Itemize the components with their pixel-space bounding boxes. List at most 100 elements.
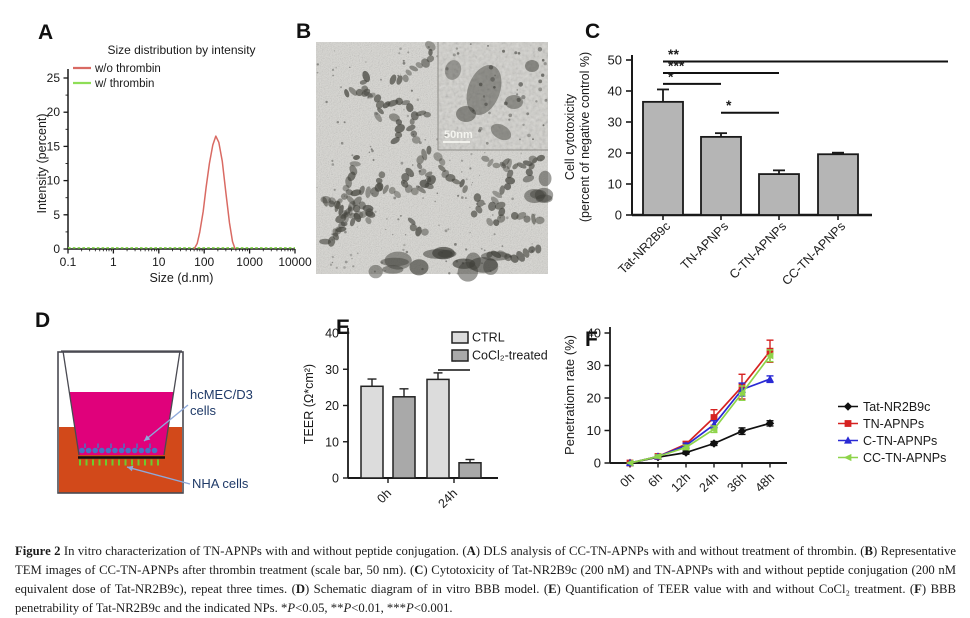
- bar-CoCl₂-treated-0h: [392, 396, 416, 479]
- panel-b-label: B: [296, 20, 312, 43]
- nha-label: NHA cells: [192, 476, 249, 491]
- caption-segment: ) Schematic diagram of in vitro BBB mode…: [304, 582, 549, 597]
- category-label: 6h: [645, 470, 665, 490]
- series-C-TN-APNPs: [626, 374, 774, 467]
- bar-CoCl₂-treated-24h: [458, 462, 482, 479]
- svg-text:10: 10: [608, 177, 622, 192]
- caption-segment: E: [548, 582, 557, 597]
- caption-segment: P: [405, 601, 414, 616]
- category-label: Tat-NR2B9c: [616, 219, 674, 277]
- svg-text:100: 100: [194, 255, 214, 269]
- svg-text:20: 20: [47, 105, 61, 119]
- chart-a-series: [68, 135, 295, 250]
- series-CC-TN-APNPs: [625, 349, 774, 467]
- chart-e-ylabel: TEER (Ω*cm²): [302, 364, 316, 444]
- bar-CTRL-0h: [360, 385, 384, 479]
- chart-f-category-labels: 0h 6h 12h 24h 36h 48h: [617, 470, 777, 495]
- svg-text:25: 25: [47, 71, 61, 85]
- series-Tat-NR2B9c: [625, 419, 775, 468]
- chart-a-ylabel: Intensity (percent): [35, 113, 49, 213]
- svg-text:20: 20: [608, 146, 622, 161]
- annotation-arrows: [126, 404, 191, 485]
- caption-segment: F: [914, 582, 922, 597]
- legend-swatch: [451, 331, 469, 344]
- astrocyte-cell-layer: [79, 459, 159, 466]
- tem-inset: 50nm: [437, 42, 548, 151]
- svg-text:10: 10: [587, 423, 601, 438]
- legend-label: Tat-NR2B9c: [863, 400, 930, 414]
- category-label: 36h: [724, 470, 749, 495]
- legend-label: CC-TN-APNPs: [863, 451, 946, 465]
- legend-label: CTRL: [472, 331, 505, 345]
- panel-f-penetration-chart: 0 10 20 30 40 0h 6h 12h 24h 36h 48h Penetratiom rat…: [562, 326, 946, 495]
- svg-text:30: 30: [587, 358, 601, 373]
- caption-segment: ) BBB penetrability of Tat-NR2B9c and th…: [15, 582, 956, 616]
- svg-text:30: 30: [325, 363, 339, 377]
- caption-segment: D: [295, 582, 305, 597]
- svg-text:0.1: 0.1: [60, 255, 77, 269]
- caption-segment: P: [343, 601, 352, 616]
- chart-c-bars: [642, 88, 859, 216]
- svg-text:1000: 1000: [236, 255, 263, 269]
- chart-f-series: [625, 339, 775, 468]
- category-label: 12h: [668, 470, 693, 495]
- category-label: 24h: [696, 470, 721, 495]
- hcmec-label: hcMEC/D3: [190, 387, 253, 402]
- chart-a-axes: 0 5 10 15 20 25 0.1 1 10 100 1000 10000: [47, 69, 312, 269]
- chart-a-legend: w/o thrombin w/ thrombin: [73, 63, 161, 90]
- bar-CTRL-24h: [426, 378, 450, 479]
- bar-TN-APNPs: [700, 135, 742, 216]
- caption-segment: Figure 2: [15, 544, 61, 558]
- svg-text:40: 40: [608, 84, 622, 99]
- caption-segment: In vitro characterization of TN-APNPs wi…: [60, 544, 467, 558]
- transwell-diagram: [57, 350, 184, 494]
- svg-text:10: 10: [47, 174, 61, 188]
- panel-a-dls-chart: Size distribution by intensity w/o thromb…: [35, 43, 312, 285]
- caption-segment: ) Quantification of TEER value with and …: [556, 582, 915, 597]
- chart-f-legend: Tat-NR2B9c TN-APNPs C-TN-APNPs CC-TN-APNPs: [838, 400, 946, 465]
- svg-text:10000: 10000: [278, 255, 312, 269]
- series-wo-thrombin: [193, 135, 236, 250]
- bar-Tat-NR2B9c: [642, 100, 684, 216]
- chart-a-xlabel: Size (d.nm): [150, 271, 214, 285]
- chart-e-category-labels: 0h 24h: [374, 486, 460, 511]
- panel-c-cytotoxicity-chart: 0 10 20 30 40 50 Cell cytotoxicity (percent of …: [563, 46, 948, 288]
- legend-label: TN-APNPs: [863, 417, 924, 431]
- tem-scale-bar: [443, 141, 470, 143]
- svg-text:30: 30: [608, 115, 622, 130]
- chart-a-title: Size distribution by intensity: [107, 43, 255, 57]
- panel-a-label: A: [38, 21, 54, 44]
- chart-e-legend: CTRL CoCl₂-treated: [451, 331, 548, 363]
- caption-segment: <0.05, **: [295, 601, 344, 616]
- legend-label: w/o thrombin: [94, 63, 161, 75]
- legend-label: C-TN-APNPs: [863, 434, 937, 448]
- significance-stars: *: [668, 68, 674, 84]
- caption-segment: ) DLS analysis of CC-TN-APNPs with and w…: [475, 544, 865, 558]
- panel-b-tem-image: 50nm: [316, 40, 554, 282]
- panel-c-label: C: [585, 20, 601, 43]
- category-label: 0h: [374, 486, 394, 506]
- category-label: 0h: [617, 470, 637, 490]
- figure-caption: Figure 2 In vitro characterization of TN…: [15, 542, 956, 618]
- endothelial-cell-layer: [79, 443, 158, 454]
- significance-stars: *: [726, 97, 732, 113]
- svg-text:0: 0: [594, 456, 601, 471]
- svg-text:5: 5: [53, 208, 60, 222]
- caption-segment: B: [864, 544, 873, 558]
- svg-text:10: 10: [152, 255, 166, 269]
- chart-c-ylabel-1: Cell cytotoxicity: [563, 93, 577, 180]
- svg-text:40: 40: [587, 326, 601, 341]
- significance-stars: **: [668, 46, 679, 62]
- significance-stars: ***: [668, 58, 685, 74]
- chart-f-ylabel: Penetratiom rate (%): [562, 335, 577, 455]
- legend-label: CoCl₂-treated: [472, 349, 548, 363]
- hcmec-label-2: cells: [190, 403, 217, 418]
- svg-text:0: 0: [615, 208, 622, 223]
- category-label: TN-APNPs: [678, 219, 731, 272]
- caption-segment: ) Cytotoxicity of Tat-NR2B9c (200 nM) an…: [15, 563, 956, 597]
- svg-text:0: 0: [53, 242, 60, 256]
- svg-text:40: 40: [325, 327, 339, 341]
